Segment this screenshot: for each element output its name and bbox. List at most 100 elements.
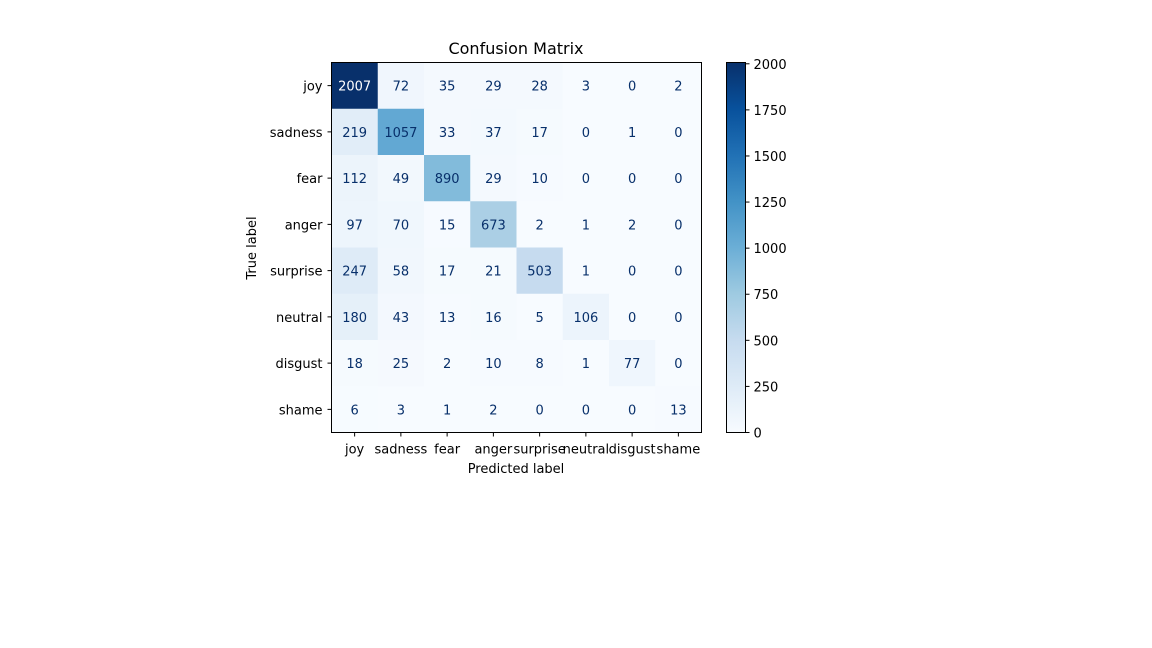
cell-value-label: 17 [439,265,456,280]
heatmap-cell [516,247,564,295]
cell-value-label: 1 [582,265,590,280]
x-tick-label: anger [474,443,512,458]
heatmap-cell [424,108,471,156]
heatmap-cell [609,62,656,110]
cell-value-label: 29 [485,80,502,95]
heatmap-cell [377,386,425,433]
x-axis-label: Predicted label [468,462,565,477]
cell-value-label: 6 [350,403,358,418]
cell-value-label: 35 [439,80,456,95]
heatmap-cell [655,201,702,248]
heatmap-cell [655,340,702,387]
cell-value-label: 0 [628,265,636,280]
y-tick-label: surprise [270,265,322,280]
y-tick-label: sadness [270,126,323,141]
heatmap-cell [331,293,379,341]
heatmap-cell [562,108,610,156]
cell-value-label: 890 [435,172,460,187]
heatmap-cell [609,108,656,156]
cell-value-label: 16 [485,311,502,326]
cell-value-label: 49 [393,172,410,187]
cell-value-label: 2007 [338,80,371,95]
plot-frame [331,62,702,433]
cell-value-label: 2 [535,218,543,233]
x-tick-label: disgust [609,443,656,458]
cell-value-label: 1 [582,218,590,233]
heatmap-cell [424,201,471,248]
heatmap-cell [377,108,425,156]
colorbar-ticks: 0 250 500 750 1000 1250 1500 1750 2000 [745,58,787,442]
heatmap-cell [655,155,702,202]
heatmap-cell [470,340,517,387]
heatmap-cell [424,247,471,295]
heatmap-cell [516,155,564,202]
heatmap-cell [609,155,656,202]
heatmap-cell [424,340,471,387]
cell-value-label: 13 [670,403,687,418]
heatmap-cell [331,155,379,202]
cell-value-label: 219 [342,126,367,141]
heatmap-cell [470,293,517,341]
heatmap-cell [562,155,610,202]
colorbar-tick-label: 1250 [754,196,787,211]
heatmap-cell [331,201,379,248]
heatmap-cell [377,340,425,387]
y-tick-label: joy [302,80,323,95]
heatmap-cell [516,293,564,341]
colorbar-tick-label: 750 [754,288,779,303]
cell-value-label: 0 [582,126,590,141]
heatmap-cell [655,247,702,295]
cell-value-label: 29 [485,172,502,187]
heatmap-cell [470,155,517,202]
heatmap-cell [516,340,564,387]
heatmap-cell [331,386,379,433]
cell-value-label: 2 [674,80,682,95]
cell-value-label: 0 [535,403,543,418]
heatmap-cell [655,293,702,341]
y-tick-label: anger [285,218,323,233]
cell-value-label: 58 [393,265,410,280]
heatmap-cell [377,155,425,202]
heatmap-cell [377,247,425,295]
cell-value-label: 0 [582,172,590,187]
y-axis-ticks: joy sadness fear anger surprise neutral disgus… [270,80,332,418]
cell-value-label: 2 [443,357,451,372]
cell-value-label: 10 [531,172,548,187]
heatmap-cell [562,340,610,387]
heatmap-cell [655,62,702,110]
heatmap-cell [562,201,610,248]
cell-value-label: 0 [628,80,636,95]
colorbar-tick-label: 500 [754,334,779,349]
heatmap-cell [562,62,610,110]
cell-value-label: 33 [439,126,456,141]
heatmap-cell [655,108,702,156]
cell-value-label: 77 [624,357,641,372]
x-tick-label: surprise [513,443,565,458]
y-tick-label: fear [297,172,324,187]
heatmap-cell [516,386,564,433]
heatmap-cell [655,386,702,433]
y-axis-label: True label [245,216,260,280]
cell-value-label: 18 [346,357,363,372]
heatmap-cell [562,293,610,341]
cell-value-label: 21 [485,265,502,280]
cell-value-label: 15 [439,218,456,233]
colorbar-tick-label: 1750 [754,104,787,119]
cell-value-label: 0 [674,172,682,187]
cell-value-label: 673 [481,218,506,233]
cell-value-label: 70 [393,218,410,233]
cell-value-label: 0 [628,403,636,418]
cell-value-label: 0 [628,311,636,326]
x-tick-label: sadness [374,443,427,458]
heatmap-cell [609,340,656,387]
heatmap-cell [331,247,379,295]
heatmap-cell [609,247,656,295]
cell-value-label: 1 [443,403,451,418]
heatmap-cell [424,386,471,433]
colorbar-tick-label: 1500 [754,150,787,165]
cell-value-label: 3 [582,80,590,95]
cell-value-label: 1057 [384,126,417,141]
y-tick-label: neutral [276,311,323,326]
heatmap-cell [470,386,517,433]
